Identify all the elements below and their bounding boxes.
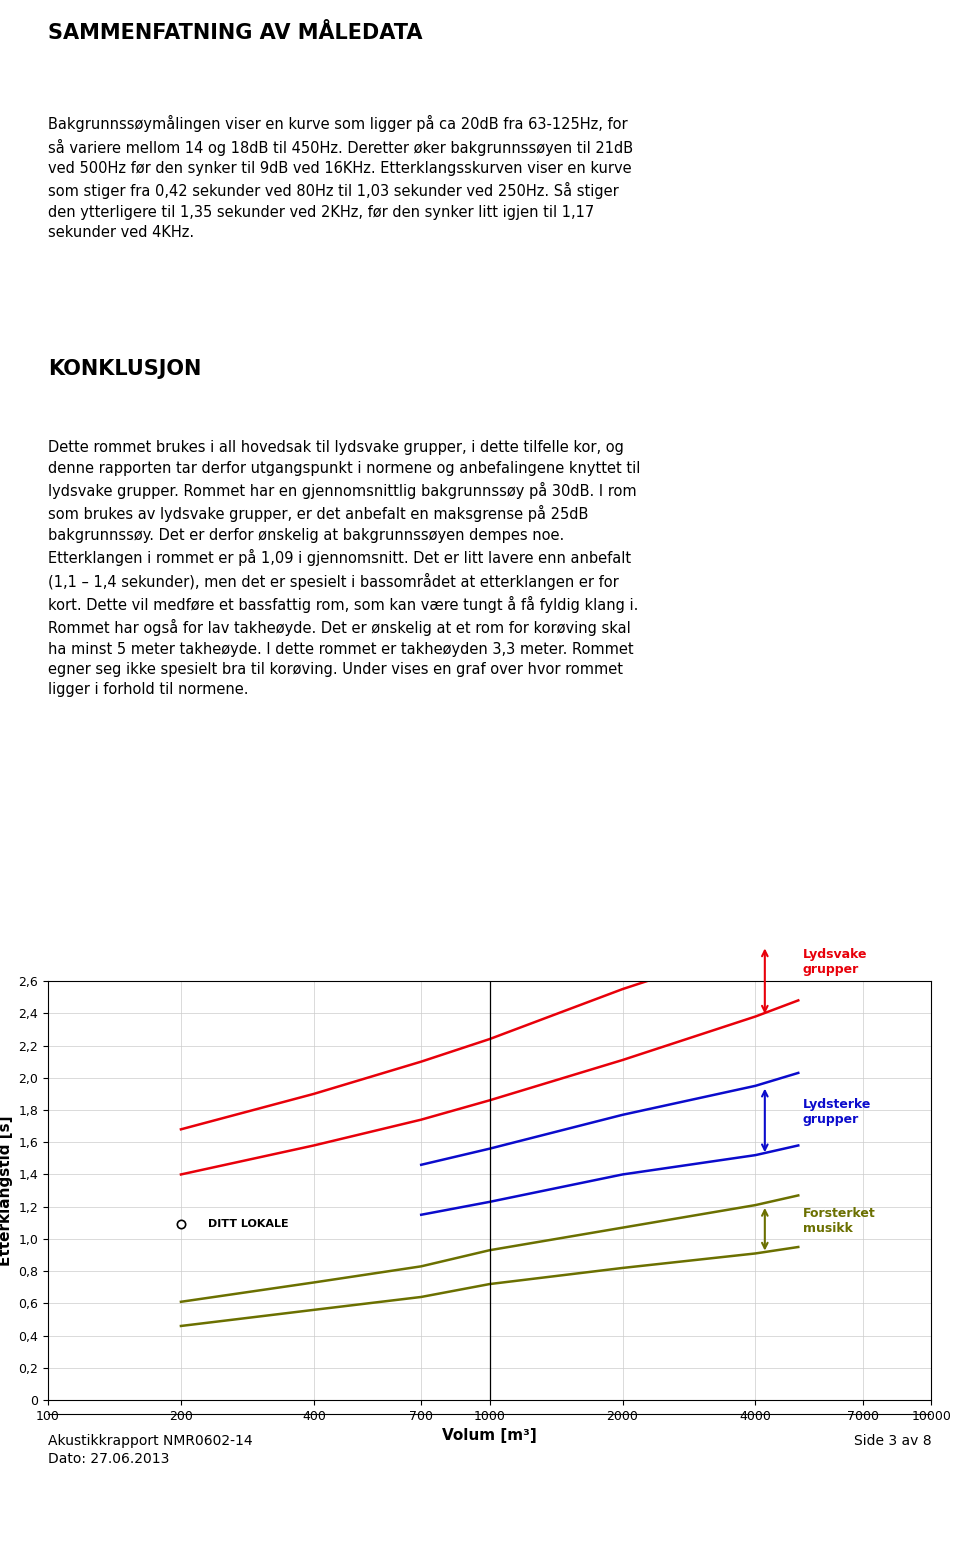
- Text: Side 3 av 8: Side 3 av 8: [853, 1433, 931, 1447]
- Text: SAMMENFATNING AV MÅLEDATA: SAMMENFATNING AV MÅLEDATA: [48, 23, 422, 43]
- Text: Lydsvake
grupper: Lydsvake grupper: [803, 947, 868, 975]
- X-axis label: Volum [m³]: Volum [m³]: [443, 1429, 537, 1443]
- Text: KONKLUSJON: KONKLUSJON: [48, 358, 202, 378]
- Text: Lydsterke
grupper: Lydsterke grupper: [803, 1099, 872, 1126]
- Text: Dette rommet brukes i all hovedsak til lydsvake grupper, i dette tilfelle kor, o: Dette rommet brukes i all hovedsak til l…: [48, 440, 640, 697]
- Text: Forsterket
musikk: Forsterket musikk: [803, 1207, 876, 1236]
- Text: Bakgrunnssøymålingen viser en kurve som ligger på ca 20dB fra 63-125Hz, for
så v: Bakgrunnssøymålingen viser en kurve som …: [48, 116, 634, 241]
- Text: DITT LOKALE: DITT LOKALE: [207, 1219, 288, 1230]
- Y-axis label: Etterklangstid [s]: Etterklangstid [s]: [0, 1116, 12, 1265]
- Text: Akustikkrapport NMR0602-14
Dato: 27.06.2013: Akustikkrapport NMR0602-14 Dato: 27.06.2…: [48, 1433, 252, 1466]
